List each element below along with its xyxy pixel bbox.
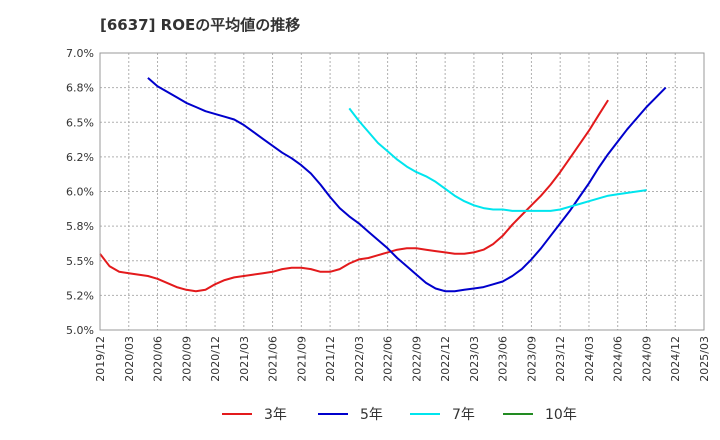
x-tick-label: 2023/03 bbox=[468, 336, 481, 382]
x-tick-label: 2024/03 bbox=[583, 336, 596, 382]
legend: 3年 5年 7年 10年 bbox=[222, 407, 577, 423]
legend-label: 10年 bbox=[545, 407, 577, 423]
y-tick-label: 5.5% bbox=[66, 255, 94, 268]
y-tick-label: 5.2% bbox=[66, 289, 94, 302]
chart-title: [6637] ROEの平均値の推移 bbox=[100, 16, 301, 34]
x-tick-label: 2020/12 bbox=[209, 336, 222, 382]
legend-label: 5年 bbox=[360, 407, 383, 423]
y-axis: 7.0% 6.8% 6.5% 6.2% 6.0% 5.8% 5.5% 5.2% 5.0% bbox=[66, 47, 94, 337]
x-tick-label: 2024/12 bbox=[669, 336, 682, 382]
x-tick-label: 2022/03 bbox=[353, 336, 366, 382]
x-tick-label: 2025/03 bbox=[698, 336, 711, 382]
x-tick-label: 2024/06 bbox=[612, 336, 625, 382]
y-tick-label: 7.0% bbox=[66, 47, 94, 60]
plot-border bbox=[99, 52, 705, 331]
y-tick-label: 6.2% bbox=[66, 151, 94, 164]
legend-label: 3年 bbox=[264, 407, 287, 423]
x-tick-label: 2021/09 bbox=[295, 336, 308, 382]
y-tick-label: 5.0% bbox=[66, 324, 94, 337]
series-lines bbox=[99, 77, 667, 293]
x-tick-label: 2023/09 bbox=[525, 336, 538, 382]
x-tick-label: 2023/06 bbox=[497, 336, 510, 382]
x-tick-label: 2021/03 bbox=[238, 336, 251, 382]
x-tick-label: 2020/09 bbox=[180, 336, 193, 382]
x-tick-label: 2019/12 bbox=[94, 336, 107, 382]
series-line-7年 bbox=[348, 107, 647, 212]
x-tick-label: 2021/12 bbox=[324, 336, 337, 382]
legend-label: 7年 bbox=[452, 407, 475, 423]
y-tick-label: 6.8% bbox=[66, 82, 94, 95]
x-tick-label: 2024/09 bbox=[640, 336, 653, 382]
x-tick-label: 2020/06 bbox=[152, 336, 165, 382]
y-tick-label: 6.0% bbox=[66, 186, 94, 199]
x-axis: 2019/12 2020/03 2020/06 2020/09 2020/12 2021/… bbox=[94, 336, 711, 382]
x-tick-label: 2022/06 bbox=[382, 336, 395, 382]
series-line-3年 bbox=[99, 99, 609, 293]
x-tick-label: 2022/09 bbox=[410, 336, 423, 382]
y-tick-label: 5.8% bbox=[66, 220, 94, 233]
x-tick-label: 2022/12 bbox=[439, 336, 452, 382]
x-tick-label: 2020/03 bbox=[123, 336, 136, 382]
series-line-5年 bbox=[147, 77, 667, 293]
y-tick-label: 6.5% bbox=[66, 116, 94, 129]
x-tick-label: 2021/06 bbox=[267, 336, 280, 382]
grid-lines bbox=[99, 52, 705, 331]
x-tick-label: 2023/12 bbox=[554, 336, 567, 382]
